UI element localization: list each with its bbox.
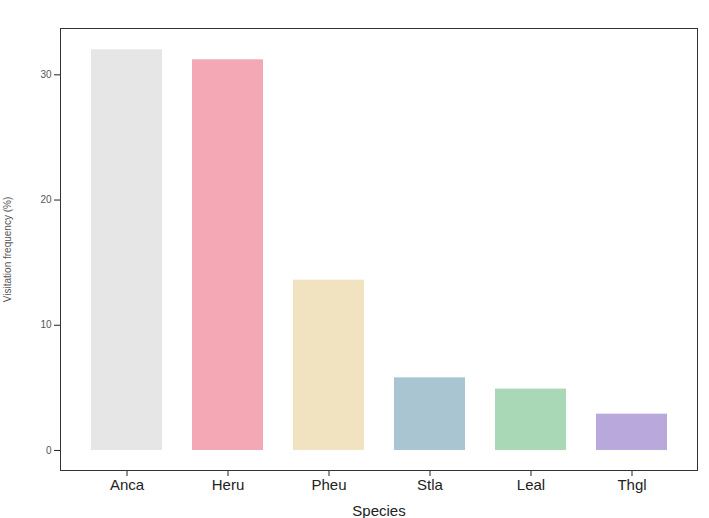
svg-text:Pheu: Pheu [311, 476, 346, 493]
svg-text:Leal: Leal [517, 476, 545, 493]
svg-text:Heru: Heru [212, 476, 245, 493]
svg-text:Species: Species [352, 502, 405, 518]
svg-text:20: 20 [40, 194, 52, 205]
svg-text:10: 10 [40, 319, 52, 330]
svg-text:Anca: Anca [110, 476, 145, 493]
svg-text:30: 30 [40, 69, 52, 80]
svg-text:0: 0 [46, 445, 52, 456]
svg-text:Thgl: Thgl [617, 476, 646, 493]
svg-text:Visitation frequency (%): Visitation frequency (%) [2, 197, 13, 302]
svg-text:Stla: Stla [417, 476, 444, 493]
